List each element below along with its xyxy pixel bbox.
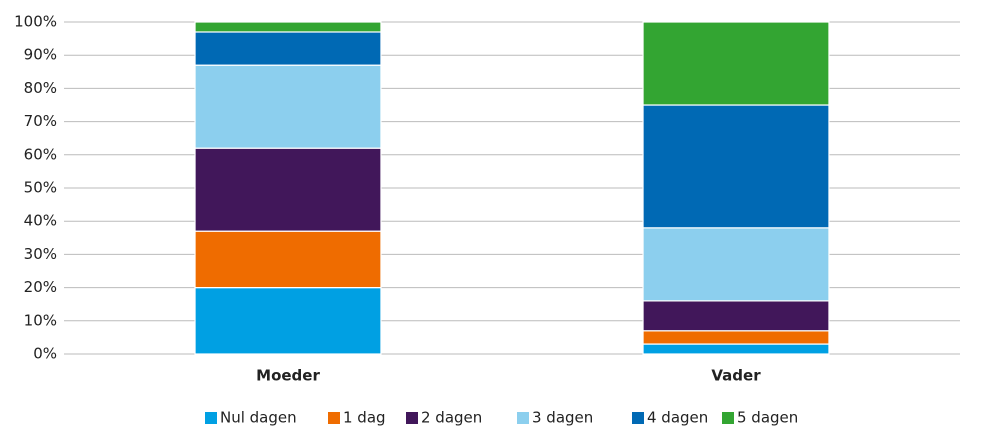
bar-segment bbox=[642, 21, 830, 106]
legend-label: Nul dagen bbox=[220, 409, 297, 427]
y-tick-label: 90% bbox=[24, 46, 57, 64]
legend-label: 5 dagen bbox=[737, 409, 798, 427]
y-tick-label: 100% bbox=[14, 13, 57, 31]
legend-swatch bbox=[632, 412, 644, 424]
bar-segment bbox=[194, 230, 382, 289]
x-tick-label: Moeder bbox=[256, 367, 320, 385]
bar-segment bbox=[642, 330, 830, 345]
legend-swatch bbox=[406, 412, 418, 424]
bar-segment bbox=[194, 64, 382, 149]
y-tick-label: 10% bbox=[24, 311, 57, 329]
bar-segment bbox=[194, 147, 382, 232]
legend-label: 1 dag bbox=[343, 409, 386, 427]
y-tick-label: 20% bbox=[24, 278, 57, 296]
x-tick-label: Vader bbox=[711, 367, 761, 385]
legend-swatch bbox=[205, 412, 217, 424]
y-tick-label: 30% bbox=[24, 245, 57, 263]
legend-swatch bbox=[722, 412, 734, 424]
y-tick-label: 80% bbox=[24, 79, 57, 97]
y-tick-label: 0% bbox=[33, 345, 57, 363]
bar-segment bbox=[642, 104, 830, 229]
bar-segment bbox=[642, 227, 830, 302]
bar-segment bbox=[194, 21, 382, 33]
bar-segment bbox=[642, 343, 830, 355]
legend-swatch bbox=[517, 412, 529, 424]
y-tick-label: 50% bbox=[24, 179, 57, 197]
y-tick-label: 70% bbox=[24, 112, 57, 130]
y-tick-label: 40% bbox=[24, 212, 57, 230]
legend-label: 4 dagen bbox=[647, 409, 708, 427]
legend-swatch bbox=[328, 412, 340, 424]
bar-segment bbox=[642, 300, 830, 332]
legend-label: 2 dagen bbox=[421, 409, 482, 427]
y-tick-label: 60% bbox=[24, 145, 57, 163]
legend-label: 3 dagen bbox=[532, 409, 593, 427]
bar-segment bbox=[194, 31, 382, 66]
bar-segment bbox=[194, 287, 382, 355]
